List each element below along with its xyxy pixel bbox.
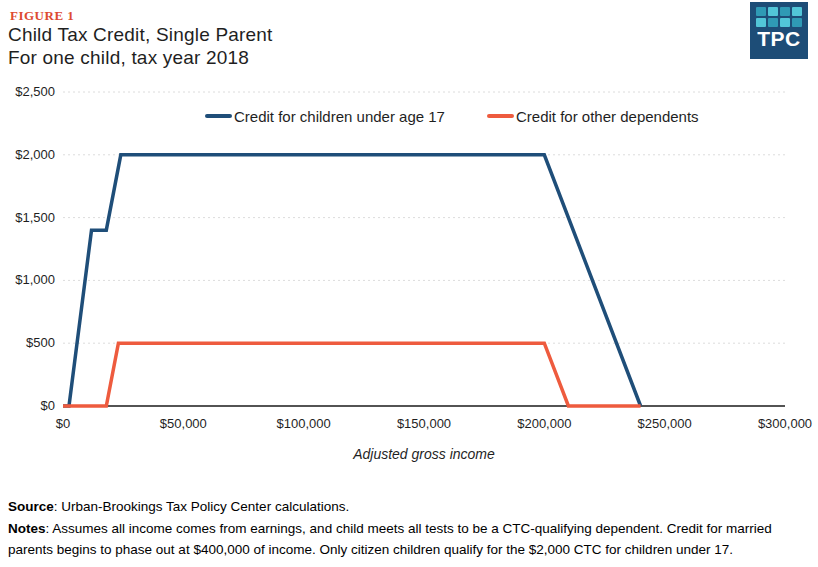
source-text: : Urban-Brookings Tax Policy Center calc… — [54, 499, 349, 514]
figure-page: FIGURE 1 Child Tax Credit, Single Parent… — [0, 0, 818, 567]
notes-text: : Assumes all income comes from earnings… — [8, 521, 772, 567]
line-chart — [0, 0, 818, 470]
x-tick-label: $100,000 — [259, 416, 349, 431]
x-tick-label: $300,000 — [740, 416, 818, 431]
source-line: Source: Urban-Brookings Tax Policy Cente… — [8, 496, 798, 518]
y-tick-label: $1,500 — [5, 210, 55, 225]
x-tick-label: $0 — [18, 416, 108, 431]
y-tick-label: $1,000 — [5, 272, 55, 287]
source-label: Source — [8, 499, 54, 514]
y-tick-label: $500 — [5, 335, 55, 350]
x-tick-label: $250,000 — [620, 416, 710, 431]
notes-line: Notes: Assumes all income comes from ear… — [8, 518, 798, 567]
x-tick-label: $50,000 — [138, 416, 228, 431]
x-tick-label: $200,000 — [499, 416, 589, 431]
y-tick-label: $0 — [5, 398, 55, 413]
notes-label: Notes — [8, 521, 46, 536]
x-axis-title: Adjusted gross income — [124, 446, 724, 462]
y-tick-label: $2,000 — [5, 147, 55, 162]
y-tick-label: $2,500 — [5, 84, 55, 99]
footer-notes: Source: Urban-Brookings Tax Policy Cente… — [8, 496, 798, 567]
series-line-other-dependents — [63, 343, 641, 406]
x-tick-label: $150,000 — [379, 416, 469, 431]
